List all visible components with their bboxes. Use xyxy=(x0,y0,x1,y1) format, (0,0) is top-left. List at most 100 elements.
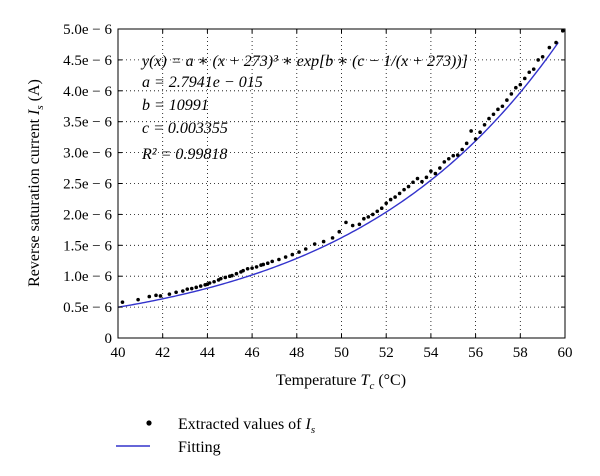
data-point xyxy=(136,297,140,302)
data-point xyxy=(393,195,397,199)
x-tick-label: 44 xyxy=(200,345,216,361)
data-point xyxy=(370,212,375,217)
data-point xyxy=(261,262,266,267)
fit-line xyxy=(117,42,559,308)
data-point xyxy=(455,153,460,157)
data-point xyxy=(397,191,402,196)
x-tick-label: 56 xyxy=(468,345,484,361)
data-point xyxy=(303,247,308,251)
x-tick-label: 52 xyxy=(379,345,394,361)
data-point xyxy=(482,122,487,127)
y-axis-title: Reverse saturation current Is (A) xyxy=(26,79,46,287)
y-tick-label: 1.0e − 6 xyxy=(63,269,112,285)
extracted-points-series xyxy=(120,29,565,304)
data-point xyxy=(406,184,411,189)
data-point xyxy=(189,286,194,291)
data-point xyxy=(560,29,565,33)
data-point xyxy=(350,223,355,228)
data-point xyxy=(442,160,447,164)
annotation-b: b = 10991 xyxy=(142,97,209,114)
y-tick-label: 1.5e − 6 xyxy=(63,238,112,254)
data-point xyxy=(536,58,540,62)
data-point xyxy=(230,273,234,278)
data-point xyxy=(270,259,275,264)
data-point xyxy=(446,156,451,161)
x-tick-label: 42 xyxy=(155,345,170,361)
data-point xyxy=(337,229,342,234)
y-tick-label: 0 xyxy=(105,331,113,347)
data-point xyxy=(312,242,317,246)
annotation-equation: y(x) = a ∗ (x + 273)³ ∗ exp[b ∗ (c − 1/(… xyxy=(140,53,468,70)
data-point xyxy=(415,176,420,181)
data-point xyxy=(250,266,254,270)
data-point xyxy=(547,45,552,50)
y-tick-label: 3.5e − 6 xyxy=(63,115,112,131)
x-tick-label: 48 xyxy=(289,345,304,361)
fit-series xyxy=(117,42,559,308)
data-point xyxy=(234,271,239,276)
data-point xyxy=(411,180,415,185)
data-point xyxy=(185,287,190,291)
data-point xyxy=(540,55,545,59)
data-point xyxy=(438,166,442,170)
data-point xyxy=(283,255,288,259)
y-tick-label: 4.0e − 6 xyxy=(63,84,112,100)
data-point xyxy=(464,141,469,146)
data-point xyxy=(207,281,212,285)
annotation-r-squared: R² = 0.99818 xyxy=(141,146,227,163)
data-point xyxy=(478,130,482,135)
data-point xyxy=(181,289,185,293)
data-point xyxy=(420,179,424,184)
data-point xyxy=(265,261,270,266)
data-point xyxy=(500,104,505,109)
data-point xyxy=(241,268,245,273)
data-point xyxy=(290,252,295,257)
x-tick-label: 40 xyxy=(111,345,126,361)
data-point xyxy=(120,300,125,304)
y-tick-label: 4.5e − 6 xyxy=(63,53,112,69)
legend-points-label: Extracted values of Is xyxy=(178,416,315,436)
data-point xyxy=(424,175,429,180)
data-point xyxy=(402,187,406,192)
y-tick-labels: 0 0.5e − 6 1.0e − 6 1.5e − 6 2.0e − 6 2.5e − … xyxy=(63,22,112,347)
data-point xyxy=(487,116,491,121)
data-point xyxy=(531,67,536,71)
data-point xyxy=(245,266,250,271)
data-point xyxy=(297,250,301,254)
data-point xyxy=(194,285,199,290)
data-point xyxy=(158,294,163,298)
data-point xyxy=(254,265,259,269)
data-point xyxy=(491,112,496,117)
data-point xyxy=(174,290,178,295)
data-point xyxy=(375,209,380,214)
data-point xyxy=(460,147,464,152)
data-point xyxy=(473,137,478,141)
data-point xyxy=(554,40,558,45)
grid xyxy=(118,29,565,338)
y-tick-label: 5.0e − 6 xyxy=(63,22,112,38)
y-tick-label: 2.5e − 6 xyxy=(63,177,112,193)
data-point xyxy=(344,220,348,225)
data-point xyxy=(277,257,281,262)
x-tick-labels: 40 42 44 46 48 50 52 54 56 58 60 xyxy=(111,345,573,361)
y-tick-label: 2.0e − 6 xyxy=(63,207,112,223)
data-point xyxy=(362,216,366,221)
data-point xyxy=(522,76,527,81)
data-point xyxy=(527,70,532,75)
data-point xyxy=(469,129,473,133)
data-point xyxy=(433,171,438,176)
data-point xyxy=(429,169,433,173)
data-point xyxy=(167,292,172,296)
legend: Extracted values of Is Fitting xyxy=(116,416,315,456)
x-tick-label: 60 xyxy=(558,345,573,361)
x-tick-label: 58 xyxy=(513,345,528,361)
data-point xyxy=(514,85,518,90)
data-point xyxy=(496,107,500,112)
data-point xyxy=(379,206,384,211)
data-point xyxy=(154,293,158,298)
data-point xyxy=(330,236,335,240)
fit-annotation: y(x) = a ∗ (x + 273)³ ∗ exp[b ∗ (c − 1/(… xyxy=(140,53,468,163)
x-tick-label: 54 xyxy=(423,345,439,361)
data-point xyxy=(509,92,514,96)
